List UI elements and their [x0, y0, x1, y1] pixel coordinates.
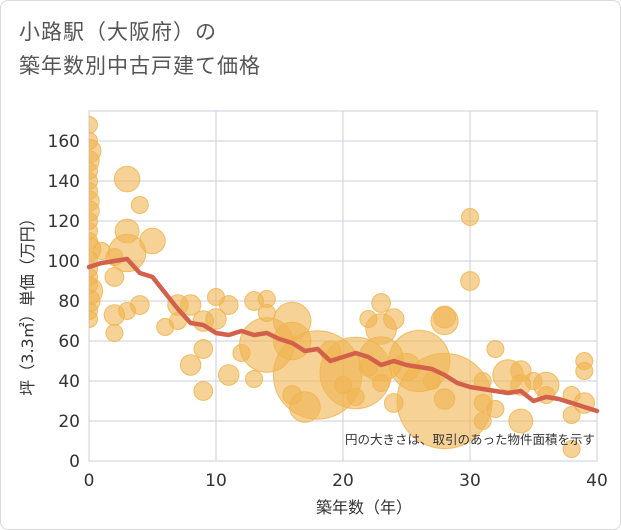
bubble-point — [575, 362, 594, 380]
tick-labels: 0 10 20 30 40 0 20 40 60 80 100 120 140 160 — [48, 132, 608, 491]
bubble-point — [130, 196, 149, 214]
y-tick-label: 100 — [48, 252, 80, 272]
y-tick-label: 60 — [58, 332, 80, 352]
bubble-point — [193, 339, 214, 359]
bubble-point — [486, 400, 505, 418]
bubble-point — [372, 374, 391, 392]
x-tick-label: 20 — [332, 471, 354, 491]
bubble-point — [433, 388, 456, 410]
bubble-point — [193, 381, 214, 401]
bubble-point — [562, 440, 581, 458]
y-tick-label: 40 — [58, 372, 80, 392]
chart-title: 小路駅（大阪府）の 築年数別中古戸建て価格 — [19, 15, 261, 83]
bubble-point — [218, 295, 239, 315]
bubble-point — [430, 306, 459, 336]
chart-title-line-2: 築年数別中古戸建て価格 — [19, 54, 261, 78]
y-axis-label: 坪（3.3㎡）単価（万円） — [18, 210, 37, 395]
bubble-point — [113, 165, 141, 193]
chart-title-line-1: 小路駅（大阪府）の — [19, 20, 217, 44]
bubble-point — [562, 406, 581, 424]
y-tick-label: 0 — [69, 452, 80, 472]
bubble-point — [89, 116, 98, 134]
trend-line — [86, 256, 600, 414]
y-tick-label: 20 — [58, 412, 80, 432]
y-tick-label: 140 — [48, 172, 80, 192]
y-tick-label: 80 — [58, 292, 80, 312]
x-tick-label: 30 — [459, 471, 481, 491]
bubble-point — [129, 295, 150, 315]
bubble-point — [383, 308, 405, 330]
x-axis-label: 築年数（年） — [316, 498, 412, 517]
bubble-point — [179, 354, 202, 376]
bubble-point — [89, 310, 98, 328]
x-tick-label: 40 — [586, 471, 608, 491]
bubble-point — [486, 340, 505, 358]
bubble-layer — [89, 116, 595, 458]
size-annotation: 円の大きさは、取引のあった物件面積を示す — [345, 432, 595, 447]
bubble-point — [346, 388, 365, 406]
y-tick-label: 160 — [48, 132, 80, 152]
bubble-point — [245, 370, 264, 388]
bubble-point — [460, 271, 480, 291]
bubble-point — [508, 408, 534, 434]
x-tick-label: 10 — [205, 471, 227, 491]
bubble-point — [218, 364, 240, 386]
y-tick-label: 120 — [48, 212, 80, 232]
bubble-point — [473, 412, 492, 430]
trend-layer — [86, 256, 600, 414]
bubble-point — [461, 208, 479, 226]
bubble-point — [205, 308, 227, 330]
bubble-point — [139, 227, 166, 255]
bubble-point — [104, 267, 125, 287]
x-tick-label: 0 — [84, 471, 95, 491]
bubble-point — [105, 324, 124, 342]
bubble-point — [371, 293, 391, 313]
bubble-point — [179, 294, 202, 316]
